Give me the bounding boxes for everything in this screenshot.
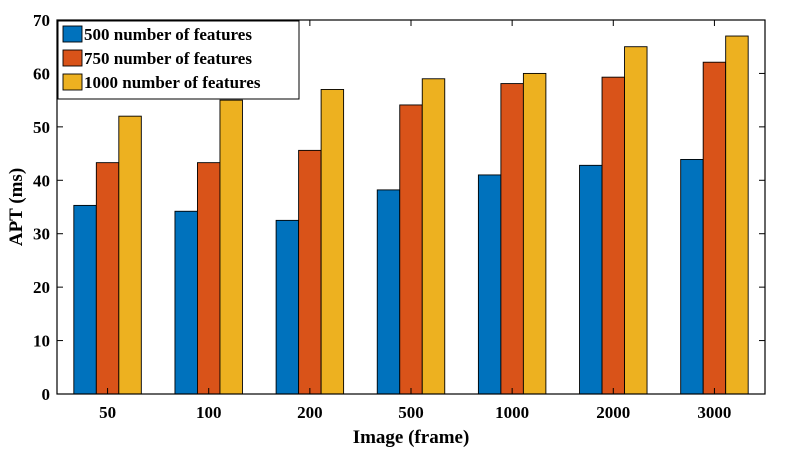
x-axis-title: Image (frame) — [353, 427, 470, 448]
bar-1-1000 — [477, 174, 502, 395]
legend-label-3: 1000 number of features — [84, 73, 261, 92]
y-axis: 0 10 20 30 40 50 60 70 — [33, 11, 765, 404]
bars-layer — [73, 35, 749, 395]
bar-3-200 — [320, 89, 345, 395]
bar-3-1000 — [522, 72, 547, 395]
x-tick-label: 50 — [99, 403, 116, 422]
x-axis: 50 100 200 500 1000 2000 3000 — [99, 20, 731, 422]
y-tick-label: 0 — [42, 385, 51, 404]
legend-box — [57, 20, 300, 100]
bar-2-3000 — [702, 61, 727, 395]
x-tick-label: 200 — [297, 403, 323, 422]
y-tick-label: 30 — [33, 225, 50, 244]
bar-1-50 — [73, 204, 97, 395]
legend-swatch-2 — [62, 49, 83, 67]
x-tick-label: 2000 — [596, 403, 630, 422]
bar-3-3000 — [725, 35, 749, 395]
y-tick-label: 70 — [33, 11, 50, 30]
x-tick-label: 500 — [398, 403, 424, 422]
x-tick-label: 100 — [196, 403, 222, 422]
y-tick-label: 40 — [33, 171, 50, 190]
x-tick-label: 3000 — [697, 403, 731, 422]
bar-2-200 — [298, 149, 322, 395]
bar-2-2000 — [601, 76, 625, 395]
bar-1-200 — [275, 219, 300, 395]
bar-3-2000 — [624, 46, 648, 395]
legend-label-2: 750 number of features — [84, 49, 252, 68]
legend: 500 number of features 750 number of feat… — [57, 20, 300, 100]
legend-label-1: 500 number of features — [84, 25, 252, 44]
y-axis-title: APT (ms) — [6, 168, 27, 246]
bar-1-100 — [174, 210, 198, 395]
bar-3-50 — [118, 115, 142, 395]
bar-2-1000 — [500, 83, 524, 395]
bar-1-2000 — [579, 164, 603, 395]
bar-3-500 — [421, 78, 446, 395]
legend-swatch-3 — [62, 73, 83, 91]
legend-swatch-1 — [62, 25, 83, 43]
y-tick-label: 60 — [33, 64, 50, 83]
bar-2-100 — [197, 162, 221, 395]
y-tick-label: 10 — [33, 332, 50, 351]
y-tick-label: 50 — [33, 118, 50, 137]
bar-3-100 — [219, 99, 243, 395]
x-tick-label: 1000 — [495, 403, 529, 422]
bar-1-3000 — [680, 158, 704, 395]
bar-2-500 — [399, 104, 423, 395]
y-tick-label: 20 — [33, 278, 50, 297]
bar-2-50 — [95, 162, 120, 395]
bar-1-500 — [376, 189, 401, 395]
